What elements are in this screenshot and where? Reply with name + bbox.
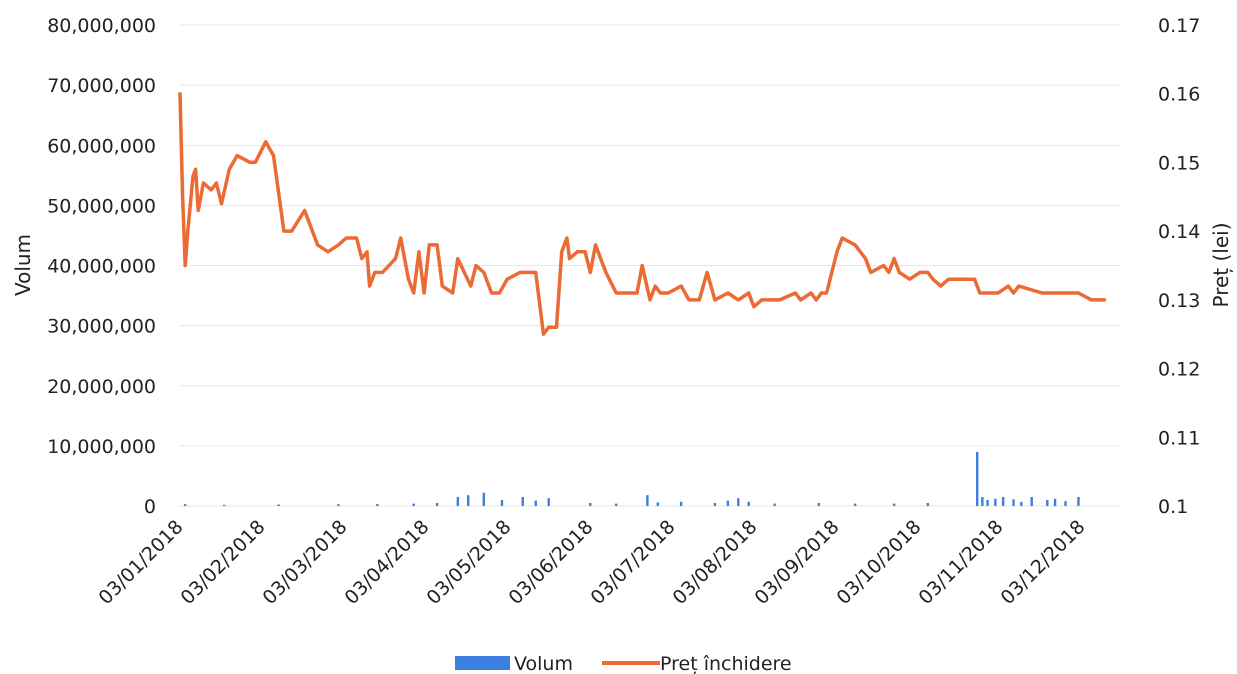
volume-bars [183, 451, 1080, 506]
right-tick-label: 0.16 [1158, 84, 1200, 106]
left-tick-label: 70,000,000 [47, 75, 156, 97]
volume-bar [926, 502, 930, 506]
volume-bar [547, 498, 550, 506]
right-axis-ticks: 0.1 0.11 0.12 0.13 0.14 0.15 0.16 0.17 [1158, 15, 1200, 518]
volume-bar [534, 500, 537, 506]
volume-bar [222, 504, 226, 506]
volume-bar [646, 495, 649, 506]
x-tick-label: 03/05/2018 [423, 516, 516, 609]
x-tick-label: 03/11/2018 [915, 516, 1008, 609]
volume-bar [1053, 498, 1057, 506]
right-tick-label: 0.15 [1158, 152, 1200, 174]
volume-bar [589, 502, 592, 506]
left-tick-label: 50,000,000 [47, 195, 156, 217]
right-tick-label: 0.1 [1158, 496, 1188, 518]
volume-bar [1012, 499, 1015, 506]
volume-bar [981, 496, 984, 506]
x-tick-label: 03/04/2018 [341, 516, 434, 609]
right-tick-label: 0.12 [1158, 359, 1200, 381]
price-line [178, 91, 1107, 336]
right-tick-label: 0.13 [1158, 290, 1200, 312]
volume-bar [1020, 501, 1023, 506]
legend: Volum Preț închidere [455, 653, 792, 674]
volume-bar [1064, 501, 1067, 506]
x-tick-label: 03/12/2018 [997, 516, 1090, 609]
volume-bar [521, 496, 524, 506]
x-tick-label: 03/09/2018 [751, 516, 844, 609]
left-tick-label: 20,000,000 [47, 376, 156, 398]
volume-bar [1077, 496, 1080, 506]
legend-label-volum: Volum [514, 653, 573, 674]
volume-bar [277, 504, 280, 506]
volume-bar [337, 504, 340, 506]
volume-bar [892, 503, 896, 506]
volume-bar [656, 502, 659, 506]
volume-bar [412, 503, 415, 506]
x-tick-label: 03/10/2018 [833, 516, 926, 609]
left-tick-label: 0 [144, 496, 156, 518]
x-tick-label: 03/02/2018 [177, 516, 270, 609]
legend-label-pret: Preț închidere [660, 653, 792, 674]
volume-bar [773, 503, 776, 506]
volume-bar [713, 502, 717, 506]
volume-bar [817, 502, 820, 506]
volume-bar [1046, 499, 1049, 506]
right-tick-label: 0.14 [1158, 221, 1200, 243]
left-tick-label: 30,000,000 [47, 316, 156, 338]
x-tick-label: 03/08/2018 [669, 516, 762, 609]
x-tick-label: 03/01/2018 [95, 516, 188, 609]
volume-bar [456, 496, 460, 506]
volume-bar [435, 502, 439, 506]
legend-swatch-volum [455, 656, 510, 670]
volume-bar [1030, 496, 1033, 506]
volume-bar [376, 503, 379, 506]
x-tick-label: 03/07/2018 [587, 516, 680, 609]
volume-bar [726, 500, 730, 506]
left-tick-label: 10,000,000 [47, 436, 156, 458]
volume-bar [482, 492, 486, 506]
left-axis-ticks: 0 10,000,000 20,000,000 30,000,000 40,000,00… [47, 15, 156, 518]
volume-bar [986, 499, 989, 506]
volume-bar [500, 499, 504, 506]
volume-bar [467, 495, 470, 506]
volume-bar [994, 498, 997, 506]
volume-bar [183, 504, 187, 506]
x-tick-label: 03/03/2018 [259, 516, 352, 609]
volume-bar [679, 501, 683, 506]
right-axis-title: Preț (lei) [1209, 222, 1233, 307]
right-tick-label: 0.17 [1158, 15, 1200, 37]
right-tick-label: 0.11 [1158, 427, 1200, 449]
volume-bar [747, 501, 750, 506]
x-tick-label: 03/06/2018 [505, 516, 598, 609]
volume-bar [615, 503, 618, 506]
price-series-line [178, 91, 1107, 336]
volume-bar [737, 498, 740, 506]
volume-bar [975, 451, 979, 506]
left-tick-label: 40,000,000 [47, 256, 156, 278]
volume-bar [853, 503, 857, 506]
left-axis-title: Volum [11, 234, 35, 296]
x-axis-ticks: 03/01/201803/02/201803/03/201803/04/2018… [95, 516, 1090, 609]
left-tick-label: 60,000,000 [47, 135, 156, 157]
left-tick-label: 80,000,000 [47, 15, 156, 37]
gridlines [180, 24, 1120, 507]
volume-bar [1001, 496, 1005, 506]
